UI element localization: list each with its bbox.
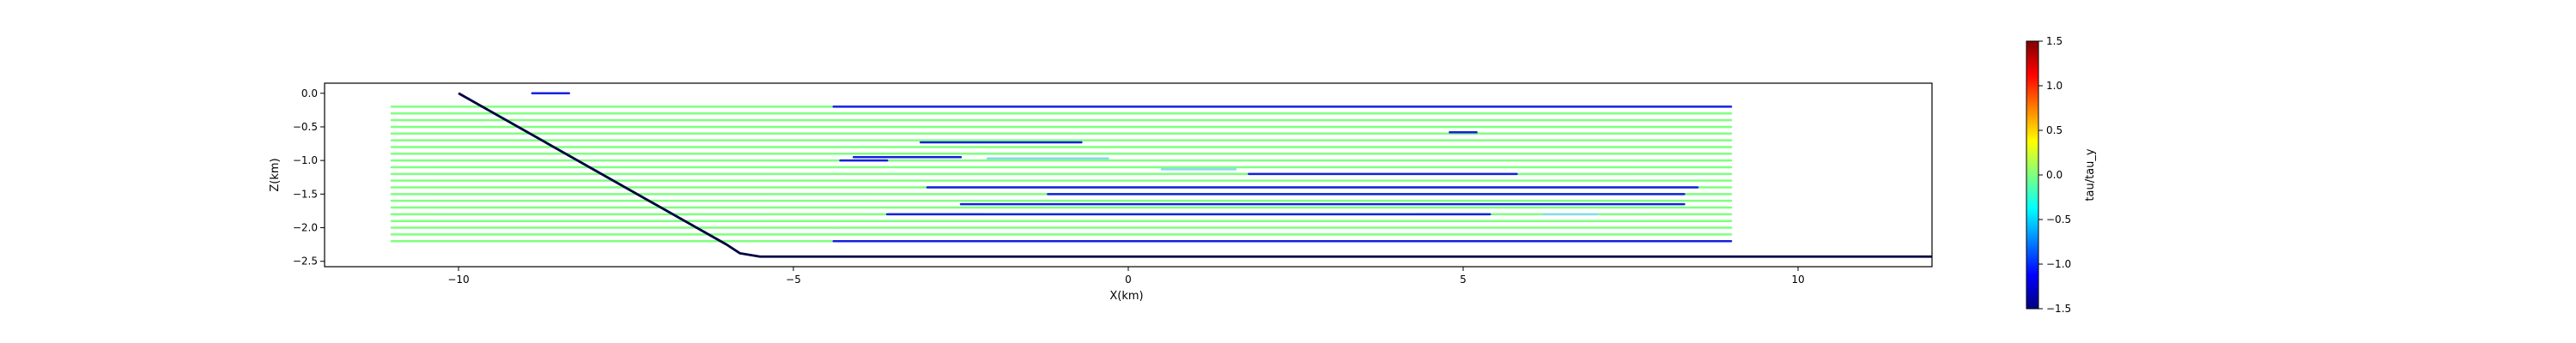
x-tick-label: −5 (786, 274, 801, 286)
x-axis-label: X(km) (1109, 290, 1143, 303)
y-tick-label: −1.5 (293, 188, 318, 200)
x-axis: −10 −5 0 5 10 (447, 267, 1805, 286)
x-tick-label: 10 (1791, 274, 1804, 286)
colorbar-tick-label: −0.5 (2046, 214, 2071, 226)
basin-boundary (458, 92, 1932, 258)
x-tick-label: 5 (1460, 274, 1467, 286)
y-axis-label: Z(km) (269, 158, 282, 191)
y-tick-label: −0.5 (293, 121, 318, 133)
colorbar (2026, 40, 2039, 310)
y-tick-label: 0.0 (301, 87, 318, 99)
colorbar-tick-label: −1.0 (2046, 258, 2071, 270)
x-tick-label: 0 (1125, 274, 1132, 286)
colorbar-label: tau/tau_y (2084, 148, 2097, 201)
y-tick-label: −2.5 (293, 256, 318, 268)
colorbar-tick-label: 0.0 (2046, 169, 2063, 181)
colorbar-tick-label: 0.5 (2046, 124, 2063, 136)
colorbar-tick-label: 1.0 (2046, 80, 2063, 92)
streamline-layer (390, 92, 1932, 258)
colorbar-tick-label: −1.5 (2046, 303, 2071, 315)
x-tick-label: −10 (447, 274, 469, 286)
y-tick-label: −2.0 (293, 222, 318, 234)
y-axis: 0.0 −0.5 −1.0 −1.5 −2.0 −2.5 (293, 87, 325, 268)
colorbar-ticks: 1.5 1.0 0.5 0.0 −0.5 −1.0 −1.5 (2038, 35, 2071, 315)
colorbar-tick-label: 1.5 (2046, 35, 2063, 47)
y-tick-label: −1.0 (293, 154, 318, 166)
